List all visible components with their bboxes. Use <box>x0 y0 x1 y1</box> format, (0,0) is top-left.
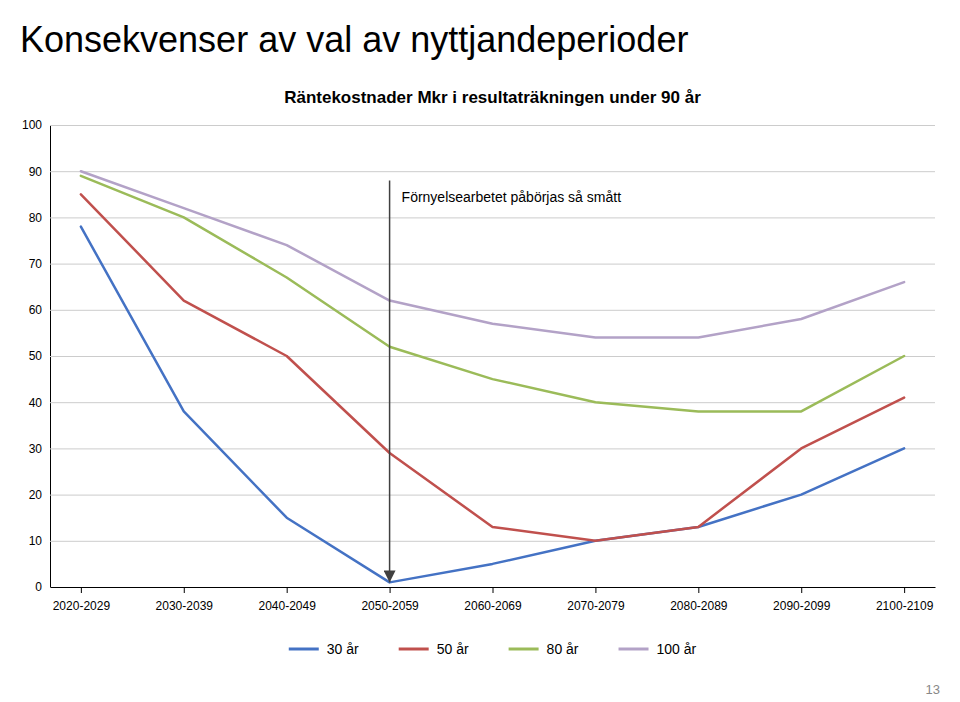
y-tick-label: 20 <box>29 488 43 502</box>
tick-mark <box>287 587 288 593</box>
grid-line <box>50 541 935 542</box>
legend-item: 30 år <box>289 641 359 657</box>
x-tick: 2060-2069 <box>464 587 522 613</box>
legend-label: 80 år <box>547 641 579 657</box>
chart: Konsekvenser av val av nyttjandeperioder… <box>0 0 960 702</box>
annotation-arrow <box>389 180 391 582</box>
y-tick-label: 40 <box>29 396 43 410</box>
tick-mark <box>698 587 699 593</box>
y-tick: 100 <box>22 118 935 132</box>
y-tick: 40 <box>29 396 935 410</box>
x-tick-label: 2090-2099 <box>773 599 831 613</box>
y-axis: 0 10 20 30 40 50 60 70 80 90 100 <box>22 118 935 594</box>
x-tick-label: 2040-2049 <box>258 599 316 613</box>
x-tick: 2100-2109 <box>876 587 934 613</box>
series-line <box>81 194 904 541</box>
tick-mark <box>801 587 802 593</box>
x-tick-label: 2030-2039 <box>156 599 214 613</box>
series-lines <box>81 171 904 582</box>
grid-line <box>50 264 935 265</box>
y-tick: 80 <box>29 211 935 225</box>
legend: 30 år 50 år 80 år 100 år <box>289 641 697 657</box>
grid-line <box>50 402 935 403</box>
y-tick-label: 30 <box>29 442 43 456</box>
x-tick-label: 2070-2079 <box>567 599 625 613</box>
series-line <box>81 171 904 337</box>
legend-label: 30 år <box>327 641 359 657</box>
series-line <box>81 227 904 583</box>
legend-swatch <box>289 648 319 651</box>
x-tick-label: 2020-2029 <box>53 599 111 613</box>
y-tick-label: 80 <box>29 211 43 225</box>
legend-item: 100 år <box>619 641 697 657</box>
y-tick-label: 100 <box>22 118 42 132</box>
series-line <box>81 176 904 412</box>
y-tick-label: 70 <box>29 257 43 271</box>
plot: 0 10 20 30 40 50 60 70 80 90 100 2020-2029 2030-2039… <box>22 118 936 612</box>
y-tick-label: 0 <box>35 580 42 594</box>
x-tick: 2080-2089 <box>670 587 728 613</box>
tick-mark <box>390 587 391 593</box>
legend-swatch <box>509 648 539 651</box>
tick-mark <box>493 587 494 593</box>
x-axis: 2020-2029 2030-2039 2040-2049 2050-2059 2060… <box>51 587 936 613</box>
legend-item: 80 år <box>509 641 579 657</box>
x-tick: 2030-2039 <box>156 587 214 613</box>
y-tick-label: 10 <box>29 534 43 548</box>
x-tick: 2050-2059 <box>361 587 419 613</box>
y-tick: 90 <box>29 165 935 179</box>
y-tick-label: 60 <box>29 303 43 317</box>
y-tick: 10 <box>29 534 935 548</box>
x-tick: 2040-2049 <box>258 587 316 613</box>
legend-swatch <box>619 648 649 651</box>
legend-label: 50 år <box>437 641 469 657</box>
x-tick-label: 2080-2089 <box>670 599 728 613</box>
legend-swatch <box>399 648 429 651</box>
x-tick: 2070-2079 <box>567 587 625 613</box>
tick-mark <box>595 587 596 593</box>
title: Konsekvenser av val av nyttjandeperioder <box>20 19 688 60</box>
legend-label: 100 år <box>657 641 697 657</box>
x-tick-label: 2060-2069 <box>464 599 522 613</box>
x-tick: 2020-2029 <box>53 587 111 613</box>
y-tick: 60 <box>29 303 935 317</box>
x-tick-label: 2100-2109 <box>876 599 934 613</box>
y-tick-label: 50 <box>29 349 43 363</box>
grid-line <box>50 356 935 357</box>
y-tick-label: 90 <box>29 165 43 179</box>
grid-line <box>50 171 935 172</box>
page-number: 13 <box>926 682 940 697</box>
x-tick: 2090-2099 <box>773 587 831 613</box>
x-tick-label: 2050-2059 <box>361 599 419 613</box>
annotation: Förnyelsearbetet påbörjas så smått <box>402 189 622 205</box>
y-tick: 70 <box>29 257 935 271</box>
subtitle: Räntekostnader Mkr i resultaträkningen u… <box>284 88 701 107</box>
legend-item: 50 år <box>399 641 469 657</box>
y-tick: 0 <box>35 580 935 594</box>
y-tick: 50 <box>29 349 935 363</box>
grid-line <box>50 125 935 126</box>
grid-line <box>50 310 935 311</box>
tick-mark <box>81 587 82 593</box>
tick-mark <box>184 587 185 593</box>
tick-mark <box>904 587 905 593</box>
